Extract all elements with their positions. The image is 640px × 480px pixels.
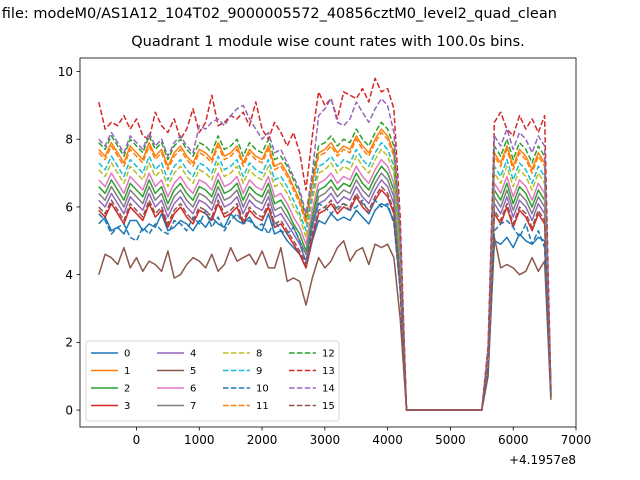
x-tick-label: 0 bbox=[133, 433, 141, 447]
x-tick-label: 6000 bbox=[498, 433, 529, 447]
legend-label-10: 10 bbox=[256, 384, 269, 395]
y-tick-label: 8 bbox=[65, 133, 73, 147]
x-tick-label: 1000 bbox=[184, 433, 215, 447]
legend-label-1: 1 bbox=[124, 366, 130, 377]
x-tick-label: 7000 bbox=[561, 433, 592, 447]
legend-box bbox=[85, 340, 340, 422]
legend-label-5: 5 bbox=[190, 366, 196, 377]
legend-label-4: 4 bbox=[190, 349, 196, 360]
legend-label-6: 6 bbox=[190, 384, 196, 395]
y-tick-label: 10 bbox=[58, 65, 73, 79]
y-tick-label: 2 bbox=[65, 336, 73, 350]
legend-label-0: 0 bbox=[124, 349, 130, 360]
x-offset-label: +4.1957e8 bbox=[509, 453, 576, 467]
series-line-11 bbox=[98, 131, 552, 411]
axes-layer: 0 1000 2000 3000 4000 5000 6000 7000 +4.1957e8 0 2… bbox=[58, 57, 592, 467]
series-layer bbox=[98, 77, 552, 411]
y-tick-label: 0 bbox=[65, 403, 73, 417]
legend-label-9: 9 bbox=[256, 366, 262, 377]
x-tick-label: 5000 bbox=[435, 433, 466, 447]
legend-label-14: 14 bbox=[322, 384, 335, 395]
series-line-13 bbox=[98, 77, 552, 411]
legend-label-12: 12 bbox=[322, 349, 335, 360]
series-line-15 bbox=[98, 185, 552, 411]
series-line-8 bbox=[98, 148, 552, 411]
legend-label-8: 8 bbox=[256, 349, 262, 360]
y-tick-label: 4 bbox=[65, 268, 73, 282]
legend-label-13: 13 bbox=[322, 366, 335, 377]
y-tick-label: 6 bbox=[65, 200, 73, 214]
chart-title: Quadrant 1 module wise count rates with … bbox=[131, 34, 525, 50]
series-line-12 bbox=[98, 121, 552, 411]
legend-label-2: 2 bbox=[124, 384, 130, 395]
plot-frame bbox=[79, 57, 577, 428]
figure-suptitle: n file: modeM0/AS1A12_104T02_9000005572_… bbox=[0, 6, 557, 22]
legend-label-11: 11 bbox=[256, 401, 269, 412]
x-tick-label: 3000 bbox=[310, 433, 341, 447]
legend-label-15: 15 bbox=[322, 401, 335, 412]
legend-label-3: 3 bbox=[124, 401, 130, 412]
x-tick-label: 2000 bbox=[247, 433, 278, 447]
legend-label-7: 7 bbox=[190, 401, 196, 412]
series-group bbox=[98, 77, 552, 411]
x-tick-label: 4000 bbox=[372, 433, 403, 447]
